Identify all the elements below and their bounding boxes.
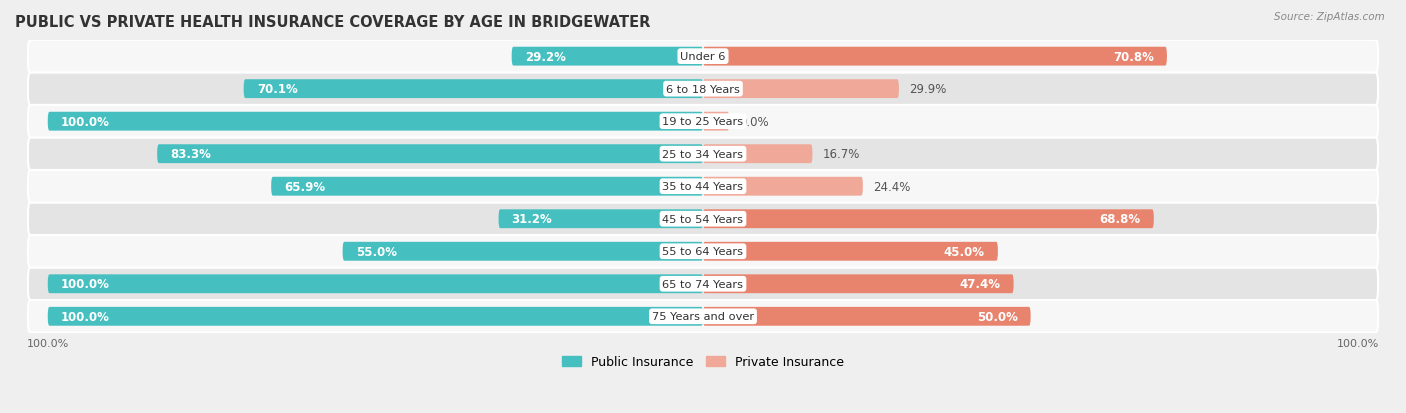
FancyBboxPatch shape bbox=[703, 80, 898, 99]
Text: 6 to 18 Years: 6 to 18 Years bbox=[666, 85, 740, 95]
Legend: Public Insurance, Private Insurance: Public Insurance, Private Insurance bbox=[557, 350, 849, 373]
FancyBboxPatch shape bbox=[703, 210, 1154, 229]
Text: 47.4%: 47.4% bbox=[959, 278, 1001, 291]
FancyBboxPatch shape bbox=[28, 138, 1378, 171]
FancyBboxPatch shape bbox=[48, 112, 703, 131]
FancyBboxPatch shape bbox=[28, 41, 1378, 73]
Text: 35 to 44 Years: 35 to 44 Years bbox=[662, 182, 744, 192]
FancyBboxPatch shape bbox=[48, 275, 703, 294]
Text: 68.8%: 68.8% bbox=[1099, 213, 1140, 225]
Text: 65 to 74 Years: 65 to 74 Years bbox=[662, 279, 744, 289]
Text: 100.0%: 100.0% bbox=[60, 278, 110, 291]
FancyBboxPatch shape bbox=[703, 47, 1167, 66]
Text: 70.8%: 70.8% bbox=[1114, 50, 1154, 64]
Text: 70.1%: 70.1% bbox=[257, 83, 298, 96]
Text: 55 to 64 Years: 55 to 64 Years bbox=[662, 247, 744, 256]
FancyBboxPatch shape bbox=[271, 177, 703, 196]
Text: PUBLIC VS PRIVATE HEALTH INSURANCE COVERAGE BY AGE IN BRIDGEWATER: PUBLIC VS PRIVATE HEALTH INSURANCE COVER… bbox=[15, 15, 651, 30]
Text: 16.7%: 16.7% bbox=[823, 148, 859, 161]
FancyBboxPatch shape bbox=[243, 80, 703, 99]
Text: 65.9%: 65.9% bbox=[284, 180, 325, 193]
FancyBboxPatch shape bbox=[157, 145, 703, 164]
Text: 55.0%: 55.0% bbox=[356, 245, 396, 258]
FancyBboxPatch shape bbox=[28, 235, 1378, 268]
Text: 31.2%: 31.2% bbox=[512, 213, 553, 225]
FancyBboxPatch shape bbox=[28, 106, 1378, 138]
Text: Source: ZipAtlas.com: Source: ZipAtlas.com bbox=[1274, 12, 1385, 22]
FancyBboxPatch shape bbox=[28, 73, 1378, 106]
FancyBboxPatch shape bbox=[48, 307, 703, 326]
FancyBboxPatch shape bbox=[703, 112, 730, 131]
FancyBboxPatch shape bbox=[703, 307, 1031, 326]
FancyBboxPatch shape bbox=[28, 171, 1378, 203]
Text: 50.0%: 50.0% bbox=[977, 310, 1018, 323]
Text: 19 to 25 Years: 19 to 25 Years bbox=[662, 117, 744, 127]
Text: Under 6: Under 6 bbox=[681, 52, 725, 62]
Text: 100.0%: 100.0% bbox=[60, 115, 110, 128]
FancyBboxPatch shape bbox=[28, 268, 1378, 300]
Text: 24.4%: 24.4% bbox=[873, 180, 910, 193]
Text: 29.2%: 29.2% bbox=[524, 50, 565, 64]
Text: 75 Years and over: 75 Years and over bbox=[652, 311, 754, 321]
FancyBboxPatch shape bbox=[703, 275, 1014, 294]
Text: 29.9%: 29.9% bbox=[908, 83, 946, 96]
Text: 100.0%: 100.0% bbox=[60, 310, 110, 323]
FancyBboxPatch shape bbox=[343, 242, 703, 261]
FancyBboxPatch shape bbox=[28, 300, 1378, 333]
Text: 45.0%: 45.0% bbox=[943, 245, 984, 258]
FancyBboxPatch shape bbox=[703, 145, 813, 164]
FancyBboxPatch shape bbox=[703, 177, 863, 196]
Text: 83.3%: 83.3% bbox=[170, 148, 211, 161]
FancyBboxPatch shape bbox=[703, 242, 998, 261]
Text: 45 to 54 Years: 45 to 54 Years bbox=[662, 214, 744, 224]
FancyBboxPatch shape bbox=[512, 47, 703, 66]
FancyBboxPatch shape bbox=[28, 203, 1378, 235]
Text: 0.0%: 0.0% bbox=[740, 115, 769, 128]
Text: 25 to 34 Years: 25 to 34 Years bbox=[662, 150, 744, 159]
FancyBboxPatch shape bbox=[499, 210, 703, 229]
